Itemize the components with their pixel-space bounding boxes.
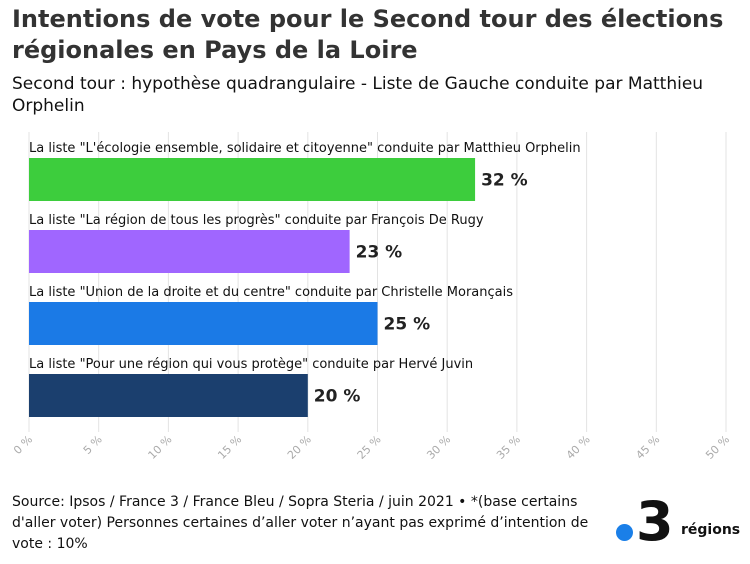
x-tick-label: 10 % [146, 433, 175, 462]
x-tick-label: 20 % [285, 433, 314, 462]
value-label: 25 % [384, 315, 431, 335]
bars: La liste "L'écologie ensemble, solidaire… [29, 141, 581, 417]
x-tick-label: 50 % [703, 433, 732, 462]
chart-subtitle: Second tour : hypothèse quadrangulaire -… [12, 74, 704, 116]
value-label: 32 % [481, 171, 528, 191]
bar [29, 374, 308, 417]
x-tick-label: 0 % [11, 433, 35, 457]
logo-dot-icon [616, 524, 633, 541]
x-tick-label: 35 % [494, 433, 523, 462]
france3-regions-logo: 3 régions [614, 492, 744, 552]
bar-chart: La liste "L'écologie ensemble, solidaire… [11, 132, 732, 462]
chart-title: Intentions de vote pour le Second tour d… [12, 5, 724, 64]
bar [29, 230, 350, 273]
category-label: La liste "La région de tous les progrès"… [29, 213, 484, 228]
bar [29, 302, 378, 345]
category-label: La liste "Union de la droite et du centr… [29, 285, 513, 300]
logo-text: régions [681, 522, 741, 538]
logo-number: 3 [636, 490, 674, 553]
value-label: 20 % [314, 387, 361, 407]
x-tick-label: 15 % [215, 433, 244, 462]
x-axis-ticks: 0 % 5 % 10 % 15 % 20 % 25 % 30 % 35 % 40 % 45 % 50… [11, 433, 732, 462]
category-label: La liste "Pour une région qui vous protè… [29, 357, 473, 372]
source-note: Source: Ipsos / France 3 / France Bleu /… [12, 494, 589, 552]
x-tick-label: 5 % [81, 433, 105, 457]
x-tick-label: 25 % [355, 433, 384, 462]
category-label: La liste "L'écologie ensemble, solidaire… [29, 141, 581, 156]
x-tick-label: 45 % [633, 433, 662, 462]
value-label: 23 % [356, 243, 403, 263]
x-tick-label: 30 % [424, 433, 453, 462]
bar [29, 158, 476, 201]
x-tick-label: 40 % [564, 433, 593, 462]
